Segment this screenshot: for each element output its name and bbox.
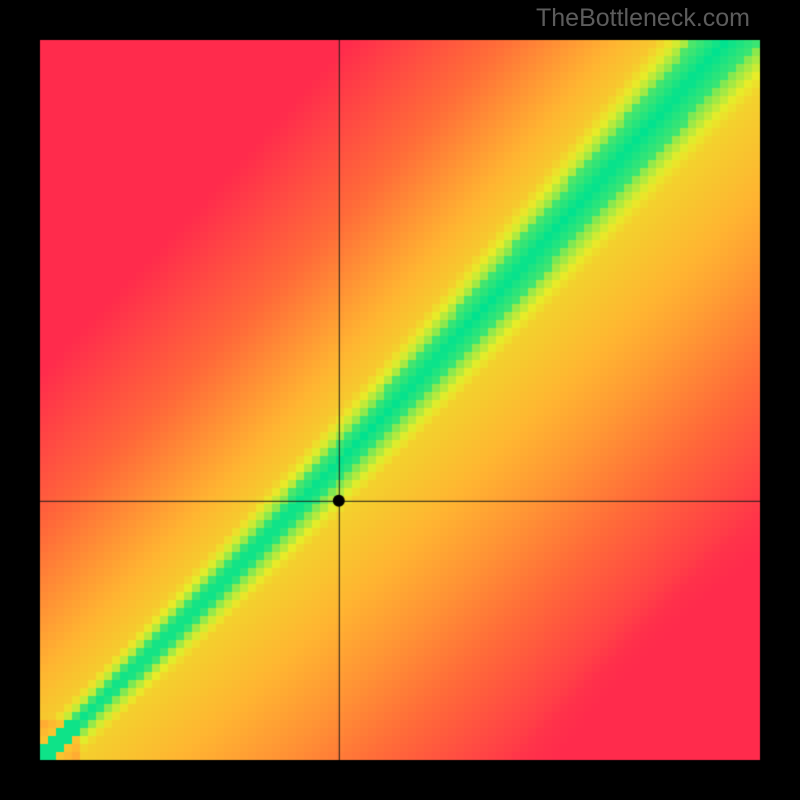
watermark-text: TheBottleneck.com — [536, 4, 750, 33]
bottleneck-heatmap — [0, 0, 800, 800]
chart-container: TheBottleneck.com — [0, 0, 800, 800]
